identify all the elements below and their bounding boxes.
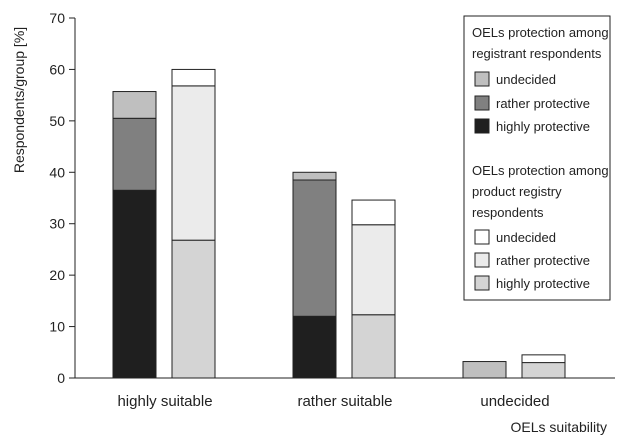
- bar-segment-prod-rather-protective-1: [351, 224, 396, 316]
- legend-group1-title-line2: registrant respondents: [472, 46, 602, 61]
- bar-segment-reg-highly-protective-0: [112, 189, 157, 379]
- legend-swatch-prod-highly: [474, 275, 490, 291]
- legend-group2-title-line2: product registry: [472, 184, 562, 199]
- legend-label-reg-undecided: undecided: [496, 72, 556, 87]
- x-category-label: rather suitable: [297, 393, 392, 410]
- legend-group2-title-line3: respondents: [472, 205, 544, 220]
- y-tick-label: 60: [49, 61, 65, 77]
- bar-segment-reg-undecided-0: [112, 91, 157, 119]
- bar-segment-prod-undecided-1: [351, 199, 396, 226]
- y-axis-title: Respondents/group [%]: [11, 27, 27, 173]
- axes: 0 10 20 30 40 50 60 70 highly suitable rather sui…: [49, 10, 615, 410]
- legend-swatch-reg-highly: [474, 118, 490, 134]
- legend-swatch-reg-rather: [474, 95, 490, 111]
- legend-group2-title-line1: OELs protection among: [472, 163, 609, 178]
- x-category-label: highly suitable: [117, 393, 212, 410]
- legend-group1-title-line1: OELs protection among: [472, 25, 609, 40]
- legend-label-prod-undecided: undecided: [496, 230, 556, 245]
- y-tick-label: 30: [49, 216, 65, 232]
- y-tick-label: 70: [49, 10, 65, 26]
- y-tick-label: 0: [57, 370, 65, 386]
- bar-segment-prod-rather-protective-0: [171, 85, 216, 241]
- legend-label-reg-rather: rather protective: [496, 96, 590, 111]
- legend: OELs protection among registrant respond…: [463, 15, 611, 301]
- bar-segment-prod-highly-protective-2: [521, 362, 566, 379]
- legend-label-prod-rather: rather protective: [496, 253, 590, 268]
- bar-segment-reg-rather-protective-0: [112, 117, 157, 191]
- y-tick-label: 10: [49, 319, 65, 335]
- y-tick-label: 20: [49, 267, 65, 283]
- legend-swatch-reg-undecided: [474, 71, 490, 87]
- y-tick-label: 50: [49, 113, 65, 129]
- legend-swatch-prod-undecided: [474, 229, 490, 245]
- bar-segment-reg-undecided-2: [462, 361, 507, 379]
- legend-label-prod-highly: highly protective: [496, 276, 590, 291]
- bar-segment-reg-highly-protective-1: [292, 315, 337, 379]
- x-category-label: undecided: [480, 393, 549, 410]
- bars: [112, 68, 566, 379]
- x-axis-title: OELs suitability: [511, 419, 607, 435]
- legend-swatch-prod-rather: [474, 252, 490, 268]
- bar-segment-prod-highly-protective-1: [351, 314, 396, 379]
- bar-segment-prod-undecided-0: [171, 68, 216, 87]
- legend-label-reg-highly: highly protective: [496, 119, 590, 134]
- bar-segment-reg-undecided-1: [292, 171, 337, 181]
- bar-segment-prod-highly-protective-0: [171, 239, 216, 379]
- bar-segment-reg-rather-protective-1: [292, 179, 337, 317]
- y-tick-label: 40: [49, 164, 65, 180]
- bar-segment-prod-undecided-2: [521, 354, 566, 364]
